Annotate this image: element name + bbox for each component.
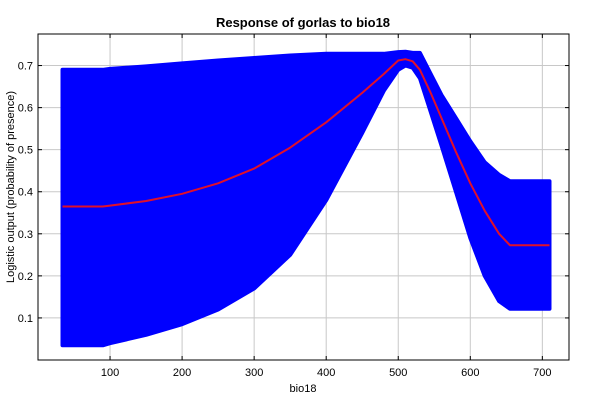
confidence-band bbox=[60, 49, 552, 348]
x-tick-label: 300 bbox=[245, 367, 263, 379]
y-tick-label: 0.3 bbox=[18, 229, 33, 241]
y-tick-label: 0.7 bbox=[18, 61, 33, 73]
y-tick-label: 0.5 bbox=[18, 145, 33, 157]
axis-ticks: 100 200 300 400 500 600 700 0.1 0.2 0.3 0.4 0.5 0.6 0… bbox=[18, 34, 569, 379]
x-tick-label: 400 bbox=[317, 367, 335, 379]
y-tick-label: 0.2 bbox=[18, 271, 33, 283]
x-tick-label: 500 bbox=[389, 367, 407, 379]
y-tick-label: 0.1 bbox=[18, 313, 33, 325]
chart-title: Response of gorlas to bio18 bbox=[216, 15, 390, 30]
x-tick-label: 600 bbox=[461, 367, 479, 379]
plot-frame bbox=[37, 33, 570, 361]
mean-response-line bbox=[62, 58, 550, 247]
y-tick-label: 0.6 bbox=[18, 103, 33, 115]
x-tick-label: 100 bbox=[101, 367, 119, 379]
x-tick-label: 200 bbox=[173, 367, 191, 379]
plot-area bbox=[60, 49, 552, 348]
x-tick-label: 700 bbox=[533, 367, 551, 379]
y-tick-label: 0.4 bbox=[18, 187, 33, 199]
y-axis-label: Logistic output (probability of presence… bbox=[5, 91, 17, 283]
x-axis-label: bio18 bbox=[290, 383, 317, 395]
